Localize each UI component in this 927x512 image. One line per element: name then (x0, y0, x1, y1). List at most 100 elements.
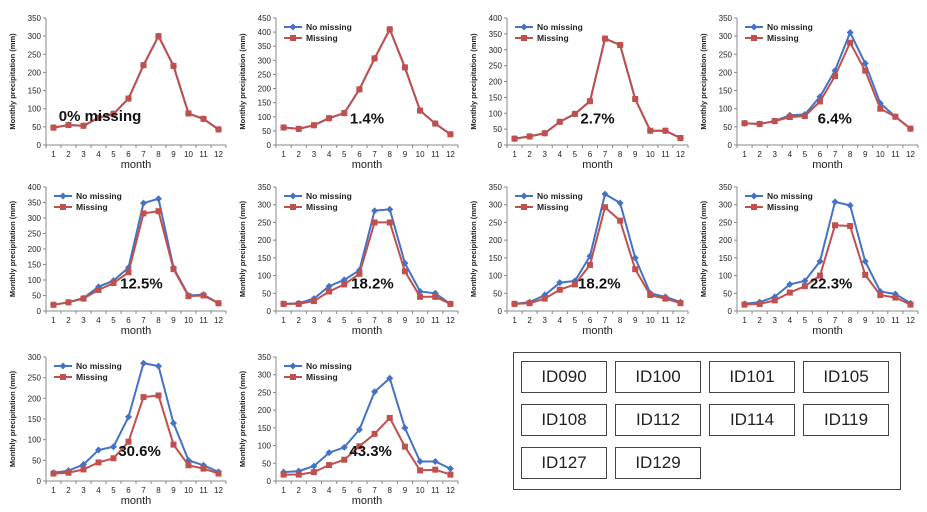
y-tick-label: 300 (489, 201, 503, 210)
missing-percent-label: 30.6% (118, 443, 161, 460)
data-point (341, 456, 348, 463)
legend-label: No missing (537, 22, 583, 32)
x-tick-label: 2 (527, 316, 532, 325)
legend-label: No missing (76, 361, 122, 371)
data-point (786, 289, 793, 296)
data-point (616, 199, 624, 207)
data-point (140, 199, 147, 207)
y-tick-label: 50 (493, 289, 502, 298)
data-point (892, 113, 899, 120)
data-point (416, 458, 424, 466)
y-tick-label: 0 (728, 141, 733, 150)
x-axis-label: month (352, 495, 383, 507)
station-id-box: ID114 (709, 404, 795, 436)
x-tick-label: 10 (646, 150, 655, 159)
legend-marker (521, 35, 527, 41)
y-tick-label: 250 (28, 230, 42, 239)
x-tick-label: 9 (633, 316, 638, 325)
data-point (215, 126, 222, 133)
data-point (541, 295, 548, 302)
station-id-panel: ID090 ID100 ID101 ID105 ID108 ID112 ID11… (513, 352, 901, 490)
legend-marker (60, 204, 66, 210)
data-point (80, 122, 87, 129)
x-tick-label: 2 (757, 316, 762, 325)
x-tick-label: 10 (876, 316, 885, 325)
y-tick-label: 50 (262, 459, 271, 468)
legend-label: No missing (306, 22, 352, 32)
x-tick-label: 1 (281, 486, 286, 495)
x-tick-label: 11 (431, 150, 440, 159)
legend-label: No missing (306, 361, 352, 371)
legend-marker (289, 23, 297, 31)
legend-marker (289, 192, 297, 200)
x-tick-label: 8 (156, 486, 161, 495)
x-axis-label: month (121, 325, 152, 337)
x-tick-label: 1 (512, 316, 517, 325)
x-tick-label: 3 (81, 150, 86, 159)
y-tick-label: 250 (258, 218, 272, 227)
data-point (586, 98, 593, 105)
y-tick-label: 50 (262, 289, 271, 298)
data-point (200, 465, 207, 472)
missing-percent-label: 18.2% (578, 276, 621, 293)
y-axis-label: Monthly precipitation (mm) (699, 200, 708, 297)
x-tick-label: 11 (199, 486, 208, 495)
x-tick-label: 11 (431, 486, 440, 495)
x-tick-label: 5 (573, 150, 578, 159)
x-tick-label: 12 (906, 150, 915, 159)
station-id-box: ID090 (521, 361, 607, 393)
data-point (647, 127, 654, 134)
y-tick-label: 200 (258, 236, 272, 245)
x-tick-label: 9 (403, 316, 408, 325)
data-point (401, 424, 409, 432)
y-tick-label: 50 (32, 123, 41, 132)
y-tick-label: 0 (498, 307, 503, 316)
y-tick-label: 350 (258, 183, 272, 192)
data-point (447, 300, 454, 307)
data-point (662, 127, 669, 134)
data-point (401, 443, 408, 450)
data-point (125, 438, 132, 445)
data-point (295, 300, 302, 307)
data-point (446, 465, 454, 473)
x-tick-label: 12 (676, 316, 685, 325)
x-tick-label: 3 (772, 316, 777, 325)
x-tick-label: 10 (416, 316, 425, 325)
data-point (541, 130, 548, 137)
x-axis-label: month (812, 325, 843, 337)
data-point (295, 471, 302, 478)
data-point (170, 441, 177, 448)
x-tick-label: 12 (446, 150, 455, 159)
data-point (371, 219, 378, 226)
y-tick-label: 350 (719, 14, 733, 23)
data-point (417, 293, 424, 300)
x-tick-label: 4 (558, 150, 563, 159)
data-point (526, 300, 533, 307)
x-tick-label: 10 (184, 316, 193, 325)
x-axis-label: month (352, 159, 383, 171)
data-point (185, 110, 192, 117)
y-tick-label: 0 (267, 141, 272, 150)
y-tick-label: 100 (719, 272, 733, 281)
x-tick-label: 1 (742, 150, 747, 159)
legend-marker (290, 374, 296, 380)
x-tick-label: 4 (788, 316, 793, 325)
station-id-box: ID108 (521, 404, 607, 436)
y-tick-label: 300 (258, 56, 272, 65)
x-tick-label: 4 (96, 316, 101, 325)
y-axis-label: Monthly precipitation (mm) (8, 200, 17, 297)
x-tick-label: 9 (863, 316, 868, 325)
data-point (200, 115, 207, 122)
data-point (125, 413, 132, 421)
data-point (95, 446, 102, 454)
x-tick-label: 5 (803, 150, 808, 159)
y-tick-label: 150 (489, 254, 503, 263)
x-tick-label: 8 (848, 150, 853, 159)
x-tick-label: 1 (742, 316, 747, 325)
y-tick-label: 300 (28, 353, 42, 362)
data-point (140, 359, 147, 367)
x-tick-label: 10 (646, 316, 655, 325)
